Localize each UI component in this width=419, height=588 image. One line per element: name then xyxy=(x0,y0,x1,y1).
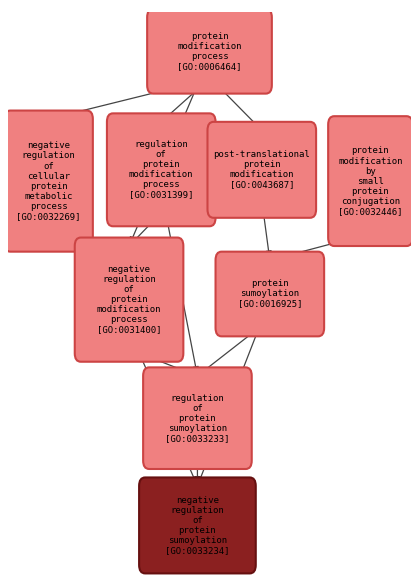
Text: regulation
of
protein
modification
process
[GO:0031399]: regulation of protein modification proce… xyxy=(129,140,194,199)
Text: protein
modification
process
[GO:0006464]: protein modification process [GO:0006464… xyxy=(177,32,242,71)
Text: negative
regulation
of
protein
modification
process
[GO:0031400]: negative regulation of protein modificat… xyxy=(97,265,161,335)
Text: negative
regulation
of
protein
sumoylation
[GO:0033234]: negative regulation of protein sumoylati… xyxy=(165,496,230,555)
FancyBboxPatch shape xyxy=(4,111,93,252)
FancyBboxPatch shape xyxy=(139,477,256,573)
FancyBboxPatch shape xyxy=(207,122,316,218)
FancyBboxPatch shape xyxy=(143,368,252,469)
FancyBboxPatch shape xyxy=(147,9,272,93)
FancyBboxPatch shape xyxy=(107,113,215,226)
Text: protein
sumoylation
[GO:0016925]: protein sumoylation [GO:0016925] xyxy=(238,279,302,309)
Text: post-translational
protein
modification
[GO:0043687]: post-translational protein modification … xyxy=(213,151,310,189)
Text: negative
regulation
of
cellular
protein
metabolic
process
[GO:0032269]: negative regulation of cellular protein … xyxy=(16,142,81,220)
Text: regulation
of
protein
sumoylation
[GO:0033233]: regulation of protein sumoylation [GO:00… xyxy=(165,393,230,443)
FancyBboxPatch shape xyxy=(328,116,413,246)
FancyBboxPatch shape xyxy=(215,252,324,336)
Text: protein
modification
by
small
protein
conjugation
[GO:0032446]: protein modification by small protein co… xyxy=(338,146,403,216)
FancyBboxPatch shape xyxy=(75,238,184,362)
